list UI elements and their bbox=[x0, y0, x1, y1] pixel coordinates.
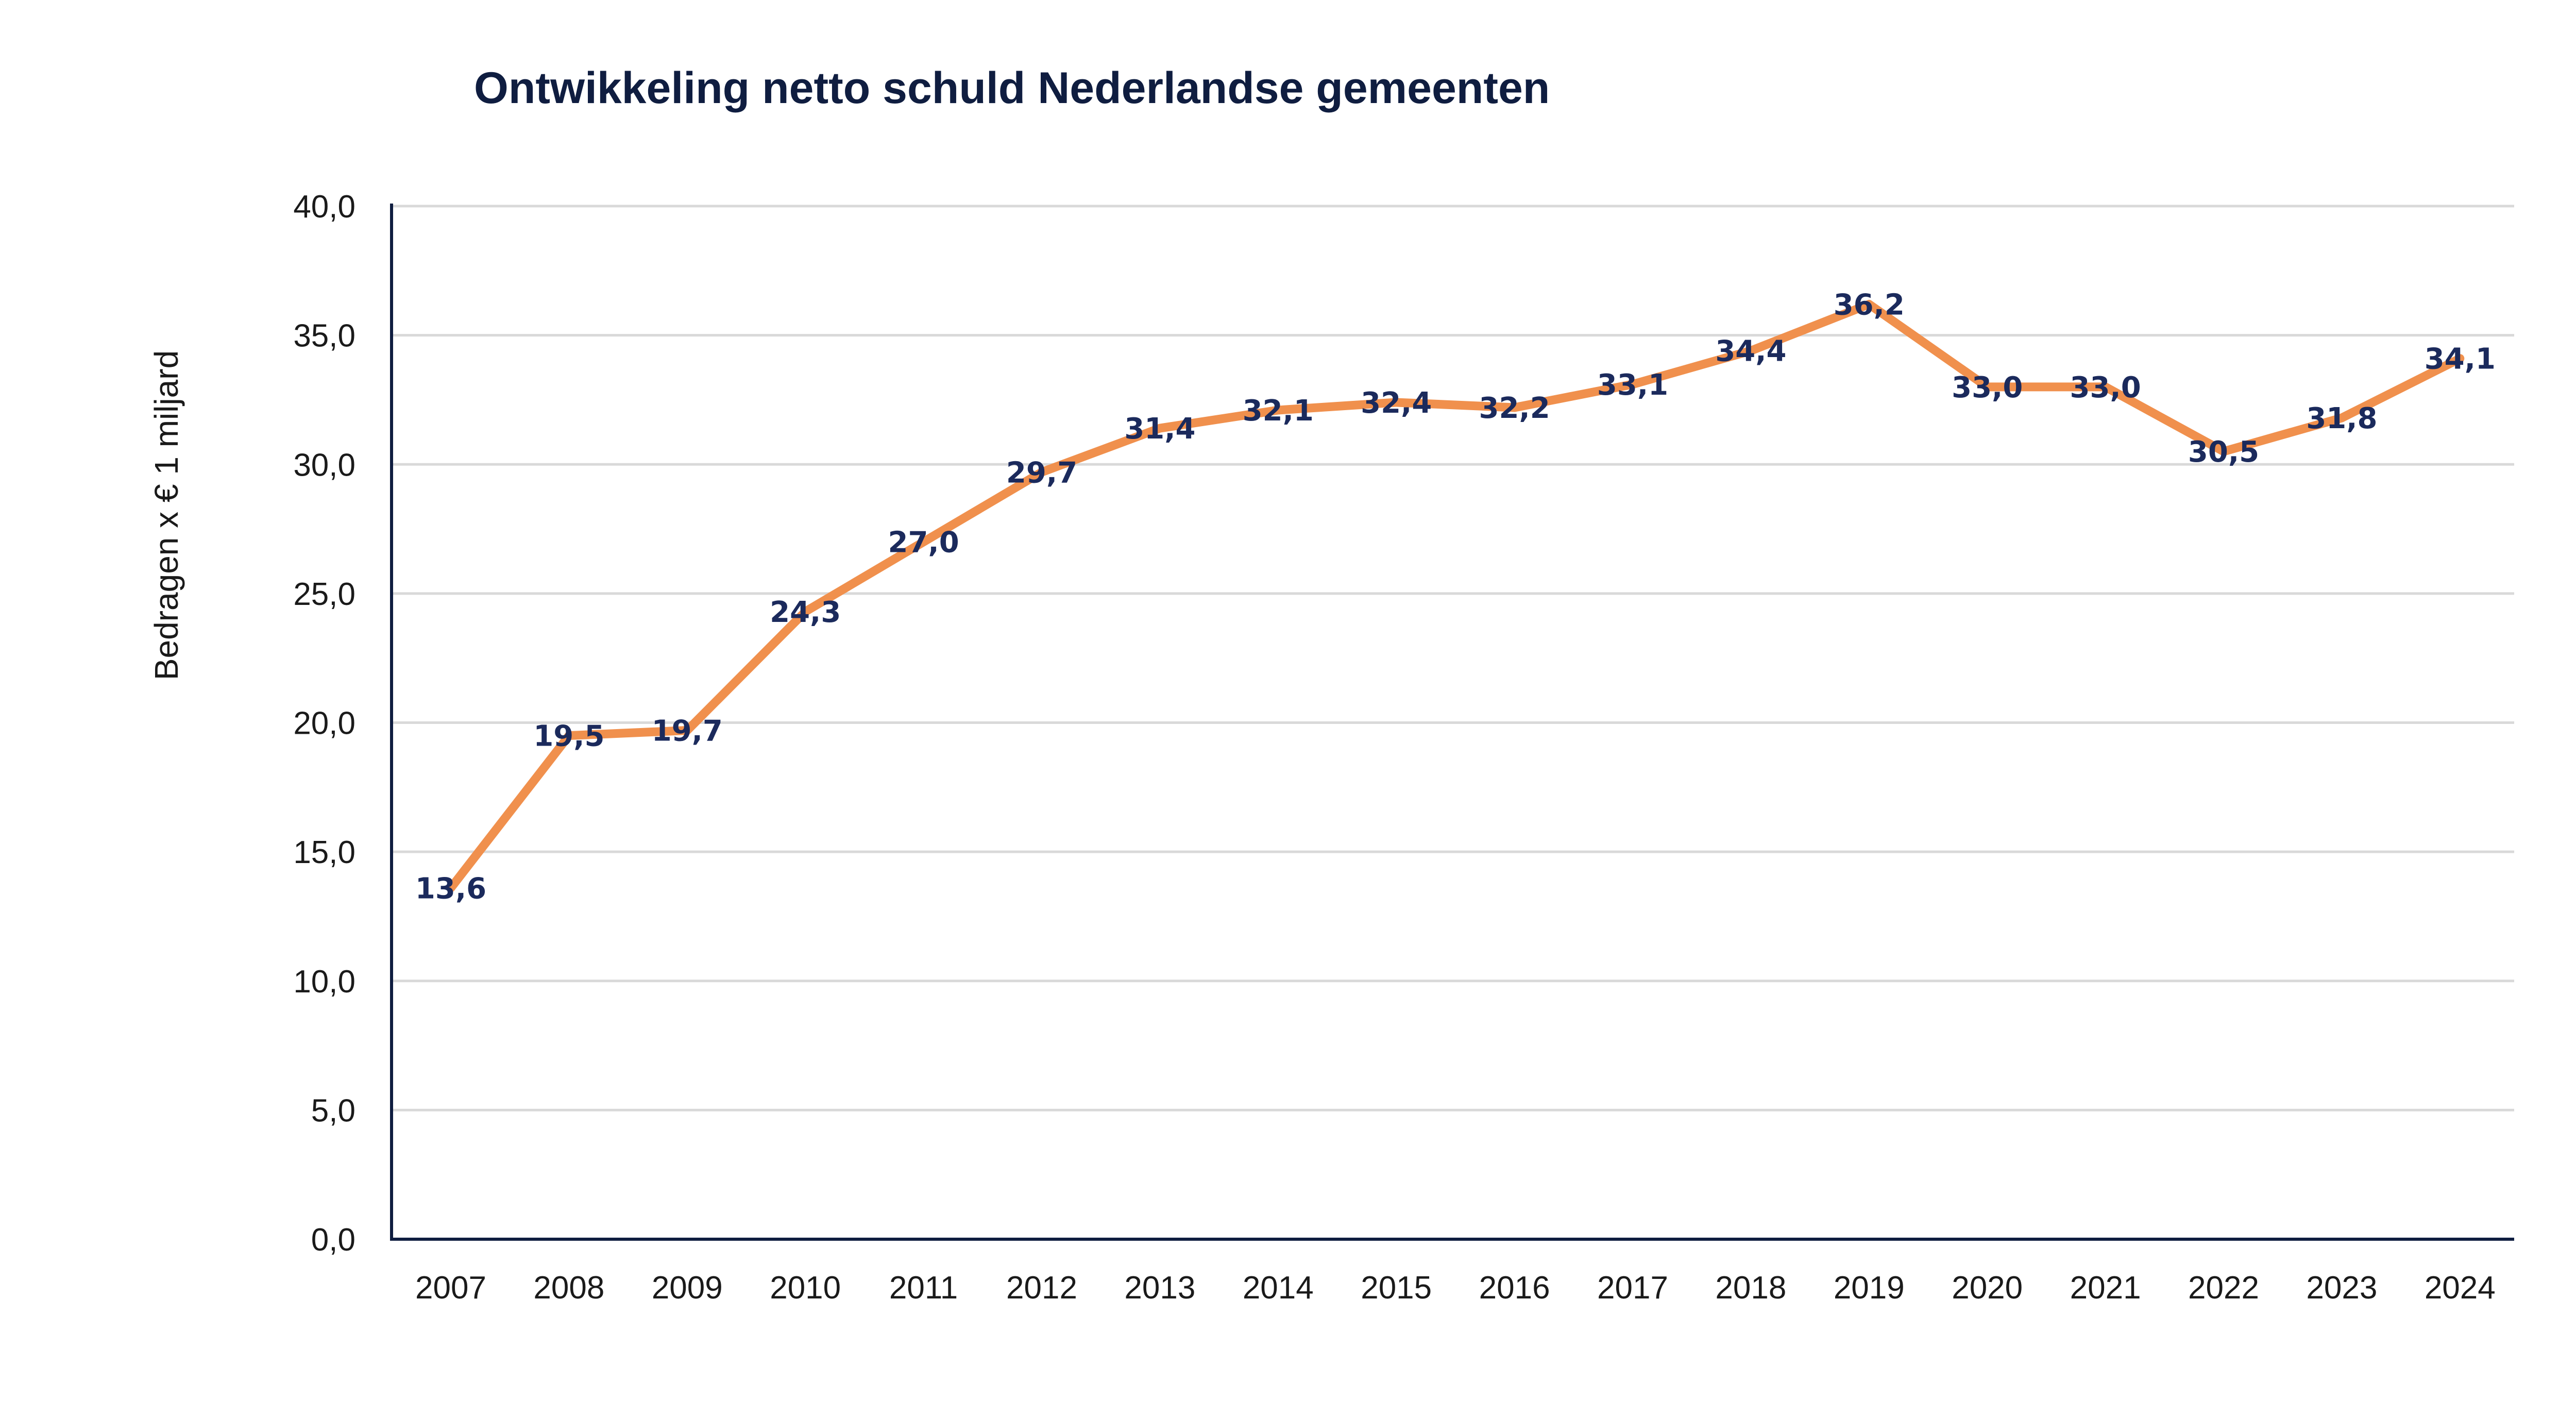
data-point bbox=[2223, 450, 2225, 453]
x-tick-label: 2015 bbox=[1361, 1270, 1432, 1306]
data-point bbox=[2104, 385, 2107, 388]
data-point bbox=[1041, 471, 1043, 474]
y-axis-ticks: 0,0 5,0 10,0 15,0 20,0 25,0 30,0 35,0 40,0 bbox=[293, 189, 355, 1258]
data-label: 29,7 bbox=[1006, 456, 1077, 489]
series-layer bbox=[446, 299, 2465, 892]
data-point bbox=[1159, 427, 1161, 430]
chart-title: Ontwikkeling netto schuld Nederlandse ge… bbox=[474, 63, 1550, 113]
x-tick-label: 2009 bbox=[652, 1270, 723, 1306]
x-tick-label: 2019 bbox=[1834, 1270, 1905, 1306]
x-tick-label: 2012 bbox=[1006, 1270, 1077, 1306]
data-label: 32,1 bbox=[1243, 394, 1314, 428]
data-point bbox=[1986, 385, 1989, 388]
x-axis-ticks: 2007 2008 2009 2010 2011 2012 2013 2014 2015 2016… bbox=[415, 1270, 2496, 1306]
data-point bbox=[2341, 417, 2343, 419]
data-point bbox=[568, 734, 570, 737]
data-label: 36,2 bbox=[1834, 288, 1905, 322]
y-tick-label: 5,0 bbox=[311, 1093, 355, 1128]
series-line bbox=[446, 299, 2465, 892]
y-tick-label: 35,0 bbox=[293, 318, 355, 354]
data-label: 31,8 bbox=[2306, 402, 2377, 435]
data-point bbox=[804, 610, 807, 613]
data-label: 34,4 bbox=[1715, 335, 1786, 368]
y-tick-label: 0,0 bbox=[311, 1222, 355, 1258]
data-label: 19,7 bbox=[652, 715, 723, 748]
data-label: 13,6 bbox=[415, 872, 486, 905]
gridlines bbox=[392, 205, 2514, 1111]
x-tick-label: 2008 bbox=[533, 1270, 604, 1306]
x-tick-label: 2010 bbox=[770, 1270, 841, 1306]
data-label: 32,2 bbox=[1479, 392, 1550, 425]
x-tick-label: 2011 bbox=[889, 1270, 958, 1306]
data-label: 19,5 bbox=[533, 720, 604, 753]
y-tick-label: 30,0 bbox=[293, 447, 355, 483]
y-tick-label: 15,0 bbox=[293, 835, 355, 870]
data-label: 30,5 bbox=[2188, 435, 2259, 469]
data-point bbox=[686, 729, 688, 732]
data-point bbox=[1632, 383, 1634, 385]
data-point bbox=[1395, 401, 1398, 403]
data-label: 31,4 bbox=[1124, 412, 1195, 446]
data-point bbox=[2459, 357, 2461, 360]
x-tick-label: 2018 bbox=[1715, 1270, 1786, 1306]
x-tick-label: 2016 bbox=[1479, 1270, 1550, 1306]
data-point bbox=[1868, 303, 1870, 306]
data-point bbox=[1513, 406, 1516, 409]
x-tick-label: 2023 bbox=[2306, 1270, 2377, 1306]
data-labels: 13,6 19,5 19,7 24,3 27,0 29,7 31,4 32,1 32,4 32,2… bbox=[415, 288, 2496, 905]
data-point bbox=[1277, 409, 1279, 411]
data-label: 34,1 bbox=[2425, 343, 2496, 376]
y-tick-label: 25,0 bbox=[293, 577, 355, 612]
x-tick-label: 2017 bbox=[1597, 1270, 1668, 1306]
y-tick-label: 20,0 bbox=[293, 706, 355, 741]
x-tick-label: 2021 bbox=[2070, 1270, 2141, 1306]
x-tick-label: 2007 bbox=[415, 1270, 486, 1306]
x-tick-label: 2014 bbox=[1243, 1270, 1314, 1306]
y-axis-label: Bedragen x € 1 miljard bbox=[148, 350, 185, 680]
data-label: 27,0 bbox=[888, 526, 959, 560]
data-point bbox=[922, 541, 925, 543]
data-point bbox=[1750, 349, 1752, 352]
data-label: 33,0 bbox=[1952, 371, 2023, 404]
data-label: 33,1 bbox=[1597, 368, 1668, 402]
x-tick-label: 2020 bbox=[1952, 1270, 2023, 1306]
y-tick-label: 40,0 bbox=[293, 189, 355, 225]
data-point bbox=[450, 887, 452, 889]
y-tick-label: 10,0 bbox=[293, 964, 355, 1000]
x-tick-label: 2022 bbox=[2188, 1270, 2259, 1306]
data-label: 24,3 bbox=[770, 596, 841, 629]
x-tick-label: 2013 bbox=[1124, 1270, 1195, 1306]
data-label: 33,0 bbox=[2070, 371, 2141, 404]
data-label: 32,4 bbox=[1361, 386, 1432, 420]
x-tick-label: 2024 bbox=[2425, 1270, 2496, 1306]
